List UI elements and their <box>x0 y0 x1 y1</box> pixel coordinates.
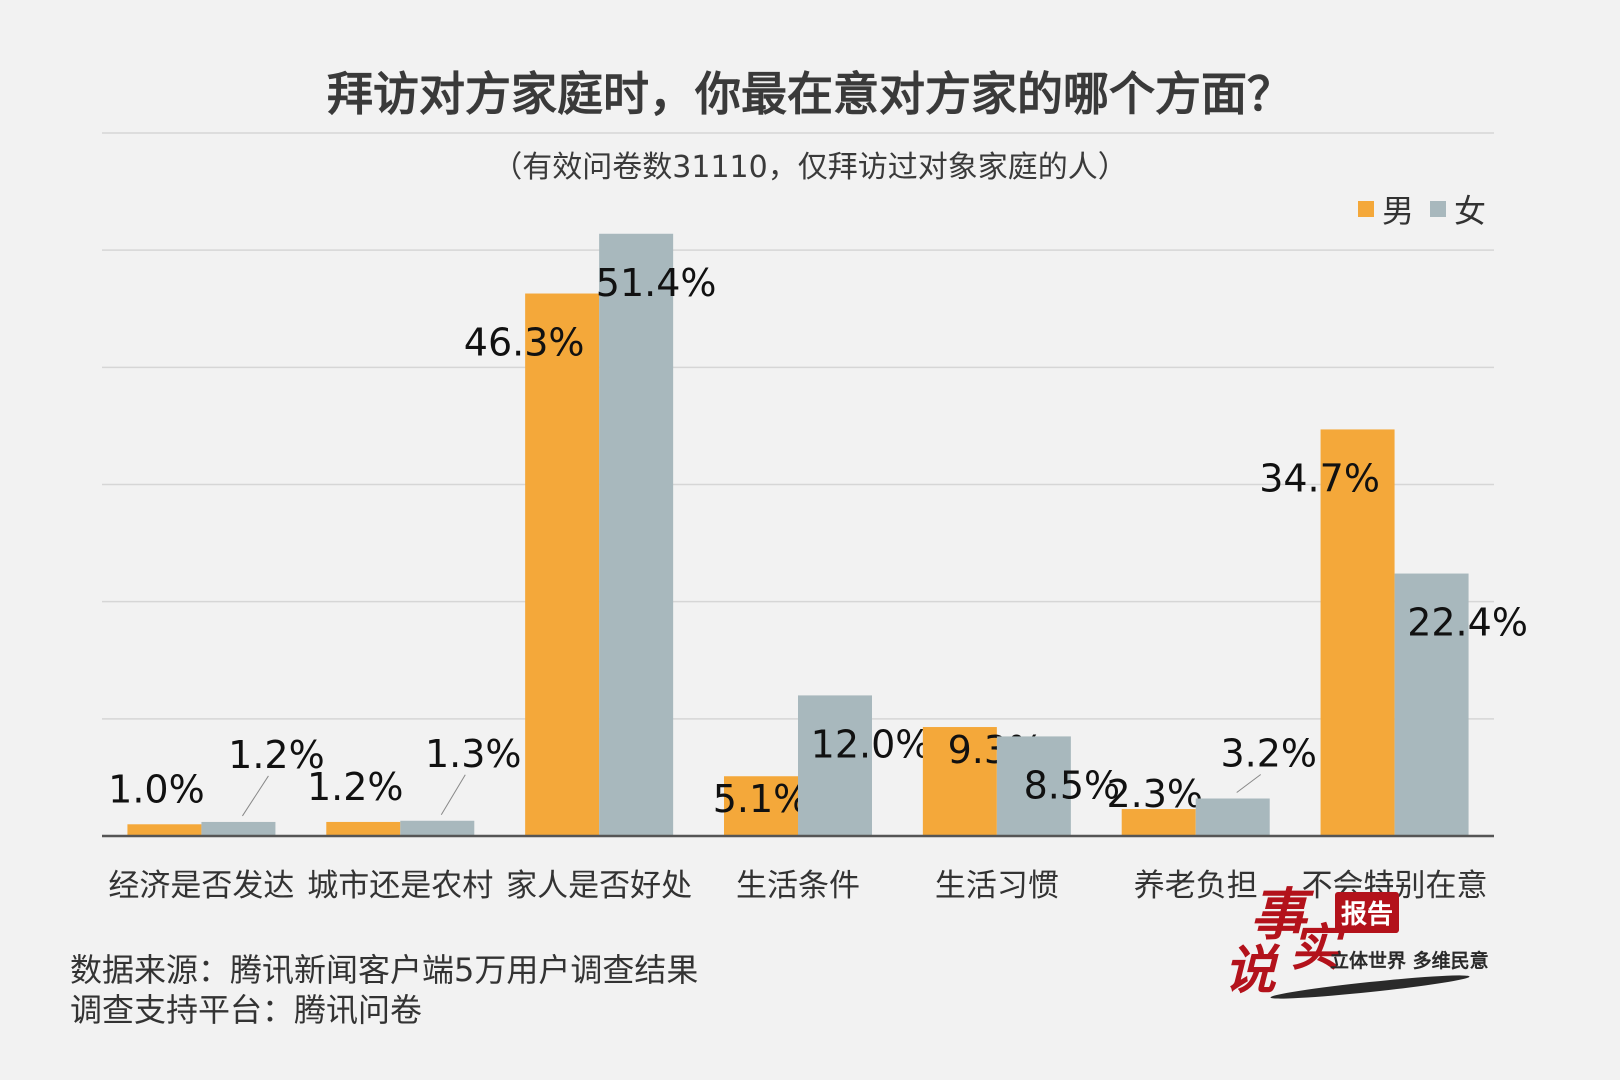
legend: 男 女 <box>1342 186 1486 232</box>
category-label: 城市还是农村 <box>307 868 493 904</box>
data-label: 34.7% <box>1259 456 1380 500</box>
legend-label-female: 女 <box>1453 192 1486 230</box>
bar-male <box>724 776 798 836</box>
bar-female <box>996 736 1071 836</box>
bar-male <box>1320 429 1395 836</box>
data-label: 5.1% <box>713 777 810 821</box>
logo-char-1: 事 <box>1250 882 1306 948</box>
legend-item-female: 女 <box>1429 186 1486 232</box>
data-label: 1.3% <box>425 732 522 776</box>
bar-male <box>326 821 401 836</box>
data-label: 46.3% <box>464 321 585 365</box>
brand-logo: 事 实 说 报告 立体世界 多维民意 <box>1224 870 1510 1010</box>
category-label: 生活习惯 <box>935 868 1059 904</box>
category-label: 养老负担 <box>1134 868 1258 904</box>
bar-male <box>525 293 600 837</box>
legend-label-male: 男 <box>1381 192 1414 230</box>
legend-swatch-male <box>1357 201 1374 217</box>
legend-swatch-female <box>1429 201 1446 217</box>
data-label: 1.2% <box>307 765 404 809</box>
data-label: 2.3% <box>1106 772 1203 816</box>
chart-title: 拜访对方家庭时，你最在意对方家的哪个方面？ <box>327 67 1293 121</box>
bar-female <box>400 820 475 836</box>
data-label: 1.2% <box>228 733 325 777</box>
footer-platform: 调查支持平台：腾讯问卷 <box>70 991 423 1029</box>
data-label: 51.4% <box>596 261 717 305</box>
bar-male <box>127 824 202 836</box>
logo-badge: 报告 <box>1335 892 1400 933</box>
category-label: 经济是否发达 <box>108 868 294 904</box>
label-leader-line <box>1236 774 1262 793</box>
label-leader-line <box>440 774 466 816</box>
category-label: 生活条件 <box>736 868 860 904</box>
bar-female <box>1195 798 1270 836</box>
bar-male <box>922 727 997 836</box>
data-label: 8.5% <box>1024 763 1121 807</box>
label-leader-line <box>242 775 269 817</box>
logo-char-3: 说 <box>1224 940 1277 1001</box>
bar-male <box>1121 809 1196 836</box>
bar-female <box>599 233 674 837</box>
footer-source: 数据来源：腾讯新闻客户端5万用户调查结果 <box>70 951 699 989</box>
category-label: 家人是否好处 <box>506 868 692 904</box>
data-label: 1.0% <box>108 767 205 811</box>
bar-female <box>201 821 276 836</box>
legend-item-male: 男 <box>1357 186 1414 232</box>
logo-char-2: 实 <box>1290 918 1340 977</box>
chart-subtitle: （有效问卷数31110，仅拜访过对象家庭的人） <box>492 150 1128 185</box>
data-label: 22.4% <box>1407 601 1528 645</box>
footer: 数据来源：腾讯新闻客户端5万用户调查结果 调查支持平台：腾讯问卷 <box>70 950 698 1030</box>
logo-tagline: 立体世界 多维民意 <box>1330 950 1489 972</box>
data-label: 3.2% <box>1220 732 1317 776</box>
bar-female <box>1394 573 1469 836</box>
bar-female <box>798 695 872 836</box>
data-label: 12.0% <box>811 722 932 766</box>
